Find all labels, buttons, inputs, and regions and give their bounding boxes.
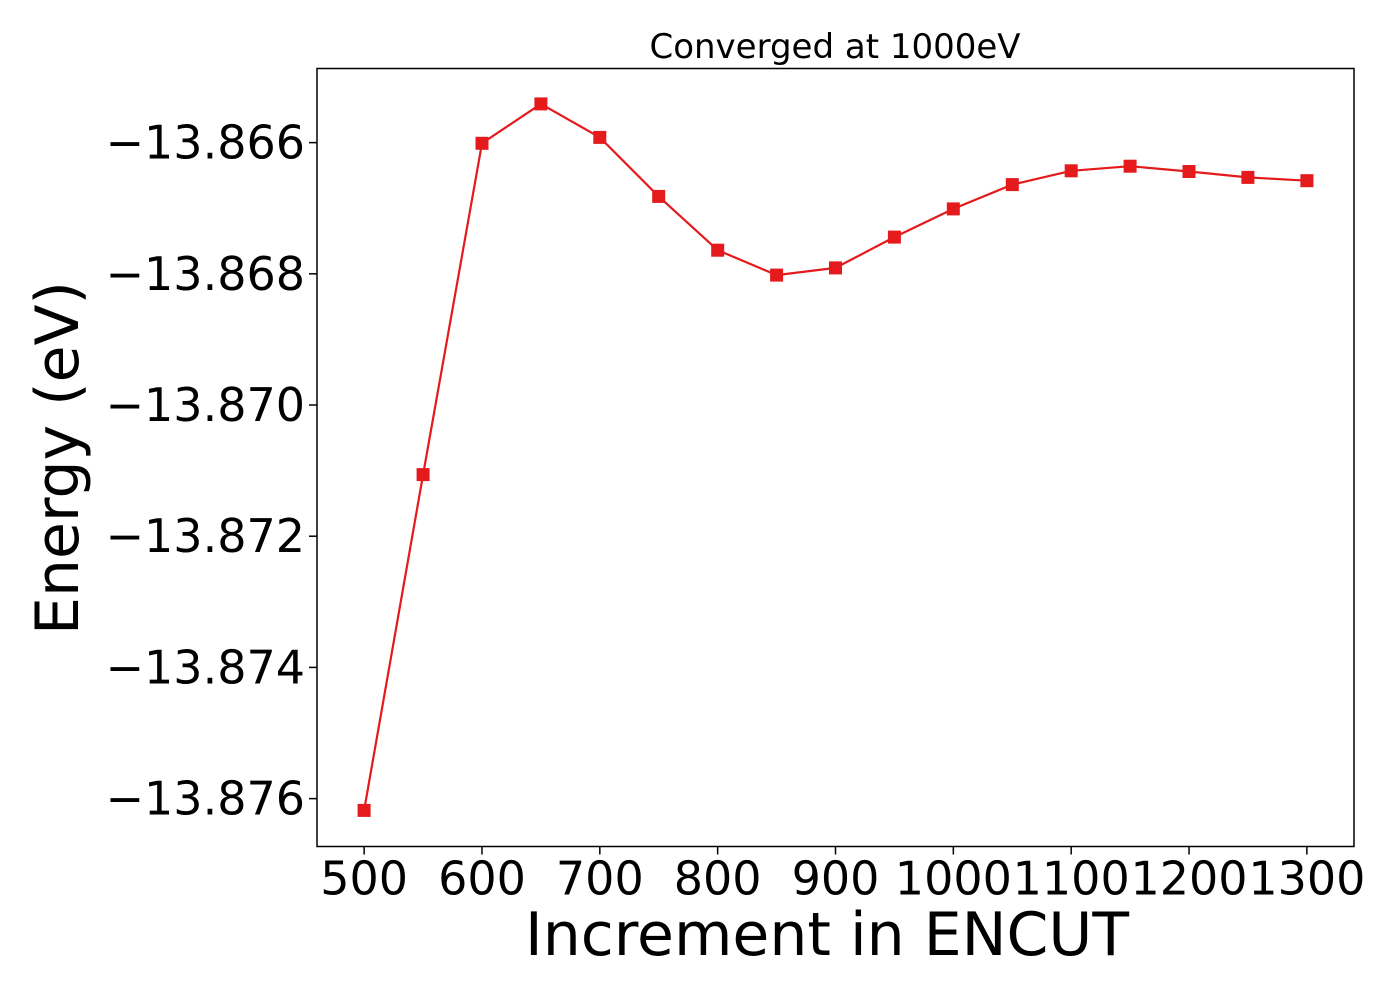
series-layer bbox=[357, 97, 1314, 817]
data-point-marker bbox=[1182, 165, 1196, 178]
x-tick-label: 1300 bbox=[1248, 852, 1365, 906]
data-point-marker bbox=[946, 202, 960, 216]
data-point-marker bbox=[416, 468, 430, 482]
data-point-marker bbox=[593, 130, 607, 144]
x-tick-label: 900 bbox=[792, 852, 880, 906]
x-tick-label: 800 bbox=[674, 852, 762, 906]
y-tick-label: −13.872 bbox=[106, 509, 306, 563]
plot-frame bbox=[316, 67, 1355, 848]
x-tick-label: 1000 bbox=[895, 852, 1012, 906]
x-tick-label: 1100 bbox=[1013, 852, 1130, 906]
data-point-marker bbox=[770, 268, 784, 282]
data-point-marker bbox=[1241, 170, 1255, 184]
y-tick-label: −13.868 bbox=[106, 247, 306, 301]
data-point-marker bbox=[887, 230, 901, 244]
data-point-marker bbox=[1005, 178, 1019, 192]
y-tick-label: −13.874 bbox=[106, 640, 306, 694]
data-point-marker bbox=[1300, 174, 1314, 188]
data-point-marker bbox=[1064, 164, 1078, 178]
data-point-marker bbox=[829, 261, 842, 275]
data-point-marker bbox=[534, 97, 548, 111]
data-point-marker bbox=[1123, 159, 1137, 173]
x-tick-label: 500 bbox=[320, 852, 408, 906]
x-tick-label: 700 bbox=[556, 852, 644, 906]
x-axis-label: Increment in ENCUT bbox=[525, 900, 1129, 970]
y-tick-label: −13.866 bbox=[106, 116, 306, 170]
x-tick-label: 600 bbox=[438, 852, 526, 906]
x-tick-label: 1200 bbox=[1130, 852, 1247, 906]
ticks-layer: 500 600 700 800 900 1000 1100 1200 1300 −13.866 −1… bbox=[106, 116, 1366, 906]
data-point-marker bbox=[475, 136, 489, 150]
y-tick-label: −13.870 bbox=[106, 378, 306, 432]
chart-title: Converged at 1000eV bbox=[649, 27, 1020, 67]
y-axis-label: Energy (eV) bbox=[23, 281, 93, 635]
y-tick-label: −13.876 bbox=[106, 772, 306, 826]
series-line bbox=[363, 102, 1307, 811]
data-point-marker bbox=[357, 803, 371, 817]
data-point-marker bbox=[652, 189, 666, 203]
data-point-marker bbox=[711, 243, 725, 257]
